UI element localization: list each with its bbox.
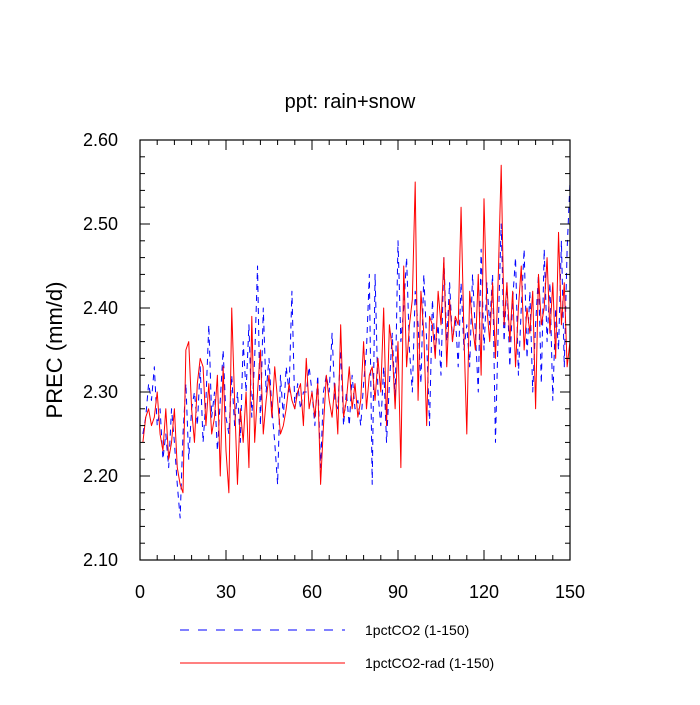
x-tick-label: 90 xyxy=(388,582,408,602)
x-tick-label: 0 xyxy=(135,582,145,602)
y-tick-label: 2.20 xyxy=(83,466,118,486)
plot-area: 0 30 60 90 120 150 2.10 2.20 2.30 2.40 2.50 2.60 xyxy=(83,130,585,602)
y-tick-label: 2.50 xyxy=(83,214,118,234)
plot-frame xyxy=(139,139,571,561)
y-axis-label: PREC (mm/d) xyxy=(42,282,67,419)
y-tick-label: 2.10 xyxy=(83,550,118,570)
series-line-1 xyxy=(142,181,571,519)
y-tick-label: 2.40 xyxy=(83,298,118,318)
x-tick-label: 150 xyxy=(555,582,585,602)
y-tick-label: 2.60 xyxy=(83,130,118,150)
legend-label-2: 1pctCO2-rad (1-150) xyxy=(365,655,494,671)
y-tick-label: 2.30 xyxy=(83,382,118,402)
chart-title: ppt: rain+snow xyxy=(285,91,416,113)
legend: 1pctCO2 (1-150) 1pctCO2-rad (1-150) xyxy=(180,622,494,671)
x-tick-label: 120 xyxy=(469,582,499,602)
x-tick-label: 30 xyxy=(216,582,236,602)
series-line-2 xyxy=(142,164,571,494)
legend-label-1: 1pctCO2 (1-150) xyxy=(365,622,469,638)
x-tick-label: 60 xyxy=(302,582,322,602)
